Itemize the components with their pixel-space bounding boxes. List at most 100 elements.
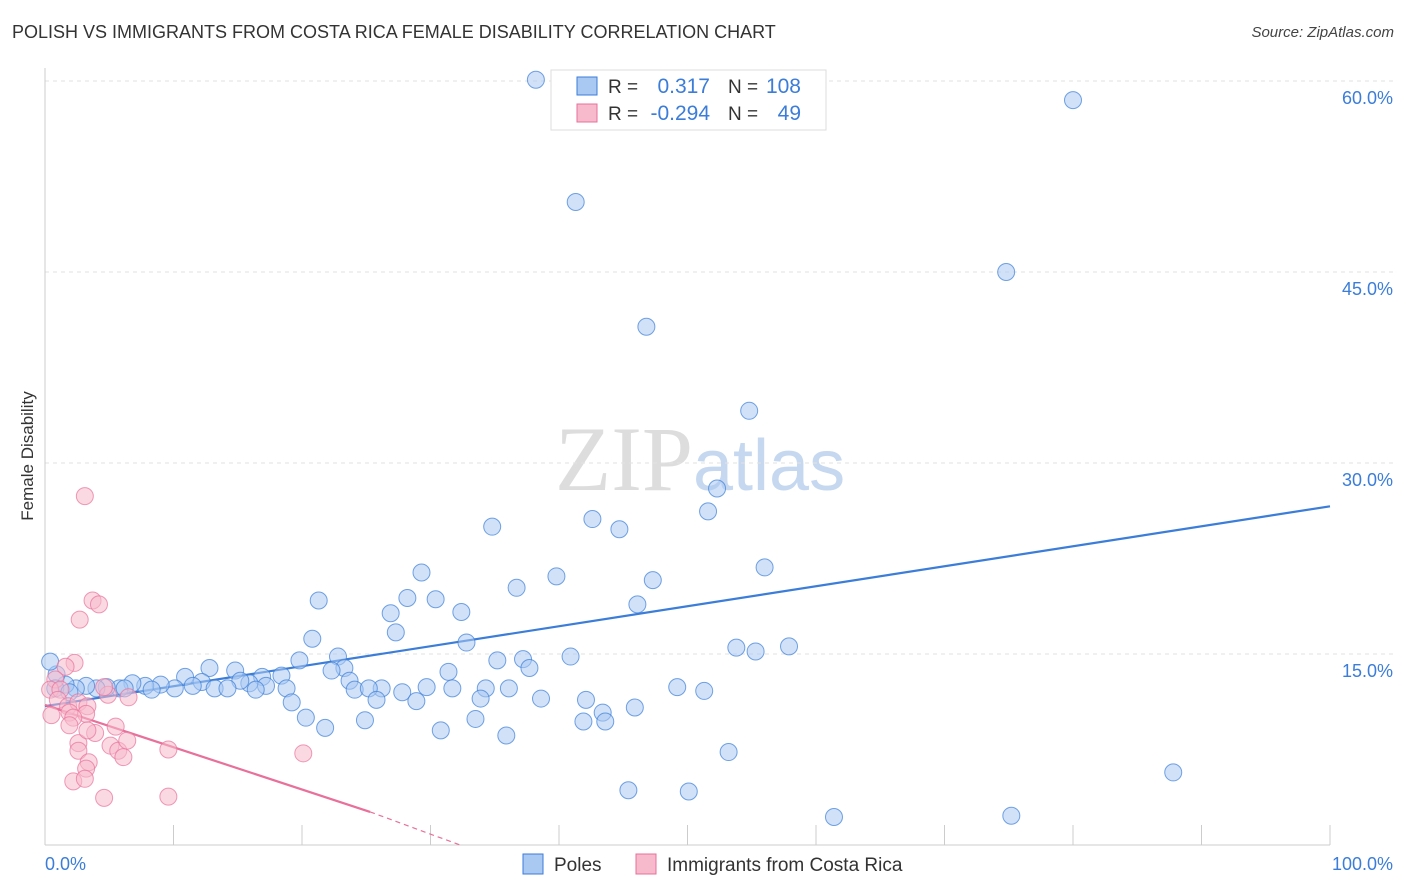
legend-n-value: 108 (766, 75, 801, 98)
poles-point (303, 629, 322, 648)
x-tick-label: 0.0% (45, 854, 86, 874)
poles-point (574, 712, 593, 731)
poles-point (200, 659, 219, 678)
poles-point (471, 689, 490, 708)
poles-point (367, 690, 386, 709)
legend-r-value: -0.294 (650, 102, 710, 125)
poles-point (218, 679, 237, 698)
poles-point (746, 642, 765, 661)
poles-point (824, 807, 843, 826)
poles-point (566, 192, 585, 211)
poles-point (532, 689, 551, 708)
poles-point (452, 602, 471, 621)
poles-point (547, 567, 566, 586)
poles-point (457, 633, 476, 652)
costa-rica-point (60, 716, 79, 735)
source-label: Source: ZipAtlas.com (1251, 24, 1394, 41)
poles-point (1002, 806, 1021, 825)
poles-point (619, 781, 638, 800)
poles-point (393, 683, 412, 702)
poles-point (1064, 91, 1082, 110)
legend-swatch-poles (522, 853, 544, 875)
poles-point (398, 588, 417, 607)
legend-swatch-costa-rica (576, 103, 598, 123)
poles-point (290, 651, 309, 670)
costa-rica-point (89, 595, 108, 614)
watermark: ZIPatlas (555, 408, 845, 510)
poles-point (610, 520, 629, 539)
poles-point (679, 782, 698, 801)
y-tick-label: 60.0% (1342, 88, 1393, 108)
y-tick-label: 15.0% (1342, 661, 1393, 681)
poles-point (282, 693, 301, 712)
poles-point (142, 680, 161, 699)
poles-point (699, 502, 718, 521)
poles-point (381, 604, 400, 623)
poles-point (755, 558, 774, 577)
poles-point (499, 679, 518, 698)
poles-point (483, 517, 502, 536)
poles-point (466, 709, 485, 728)
poles-point (41, 652, 60, 671)
poles-point (520, 659, 539, 678)
poles-point (719, 743, 738, 762)
poles-point (497, 726, 516, 745)
legend-label-poles: Poles (554, 855, 602, 876)
costa-rica-point (114, 748, 133, 767)
x-tick-label: 100.0% (1332, 854, 1393, 874)
poles-point (628, 595, 647, 614)
legend-r-label: R = (608, 104, 638, 125)
poles-point (507, 578, 526, 597)
trend-line (44, 703, 371, 813)
poles-point (583, 510, 602, 529)
costa-rica-point (69, 741, 88, 760)
poles-point (668, 678, 687, 697)
costa-rica-point (75, 769, 94, 788)
y-tick-label: 45.0% (1342, 279, 1393, 299)
legend-r-value: 0.317 (657, 75, 710, 98)
poles-point (625, 698, 644, 717)
poles-point (637, 317, 656, 336)
poles-point (386, 623, 405, 642)
legend-swatch-costa-rica (635, 853, 657, 875)
costa-rica-point (118, 731, 137, 750)
poles-point (576, 690, 595, 709)
poles-point (643, 571, 662, 590)
costa-rica-point (70, 610, 89, 629)
poles-point (183, 676, 202, 695)
poles-point (309, 591, 328, 610)
chart-title: POLISH VS IMMIGRANTS FROM COSTA RICA FEM… (12, 22, 776, 42)
poles-point (246, 680, 265, 699)
poles-point (407, 692, 426, 711)
legend-n-value: 49 (778, 102, 801, 125)
costa-rica-point (159, 787, 178, 806)
costa-rica-point (294, 744, 313, 763)
poles-point (322, 661, 341, 680)
poles-point (488, 651, 507, 670)
y-tick-label: 30.0% (1342, 470, 1393, 490)
poles-point (431, 721, 450, 740)
poles-point (740, 401, 759, 420)
legend-n-label: N = (728, 77, 758, 98)
legend-r-label: R = (608, 77, 638, 98)
poles-point (708, 479, 727, 498)
poles-point (412, 563, 431, 582)
costa-rica-point (75, 487, 94, 506)
costa-rica-point (56, 657, 75, 676)
poles-point (1164, 763, 1183, 782)
costa-rica-point (95, 788, 114, 807)
poles-point (780, 637, 799, 656)
costa-rica-point (42, 706, 61, 725)
trend-line-extension (369, 811, 461, 846)
poles-point (296, 708, 315, 727)
poles-point (426, 590, 445, 609)
costa-rica-point (159, 740, 178, 759)
poles-point (316, 718, 335, 737)
legend-swatch-poles (576, 76, 598, 96)
poles-point (355, 711, 374, 730)
legend-n-label: N = (728, 104, 758, 125)
poles-point (526, 70, 545, 89)
legend-label-costa-rica: Immigrants from Costa Rica (667, 855, 903, 876)
poles-point (443, 679, 462, 698)
